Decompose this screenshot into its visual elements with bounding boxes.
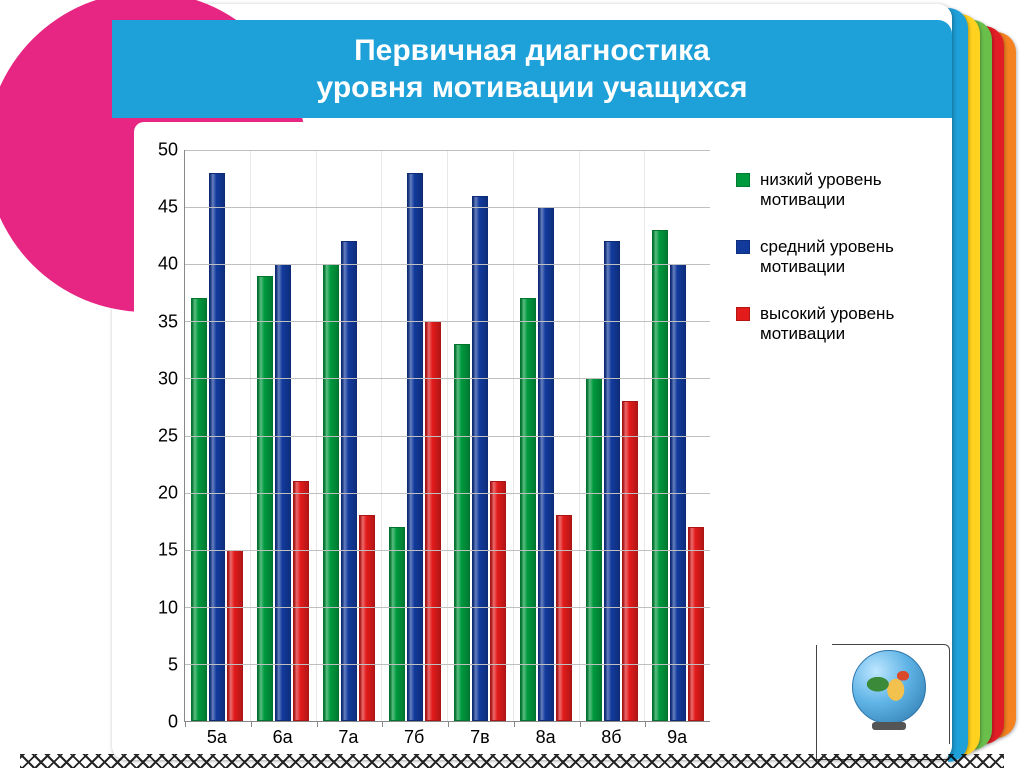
plot [184, 150, 710, 722]
y-tick-label: 45 [158, 197, 178, 218]
legend-item: низкий уровень мотивации [736, 170, 924, 209]
x-tick-label: 6а [250, 727, 316, 748]
legend: низкий уровень мотивации средний уровень … [710, 150, 930, 722]
title-line-1: Первичная диагностика [354, 32, 710, 70]
legend-swatch [736, 307, 750, 321]
gridline [185, 207, 710, 208]
y-tick-label: 25 [158, 426, 178, 447]
x-tick-label: 7а [316, 727, 382, 748]
gridline [185, 321, 710, 322]
legend-item: высокий уровень мотивации [736, 304, 924, 343]
title-line-2: уровня мотивации учащихся [317, 69, 748, 107]
slide-body: 05101520253035404550 5а6а7а7б7в8а8б9а ни… [134, 122, 940, 732]
gridline [185, 378, 710, 379]
bar [688, 527, 704, 721]
bar [209, 173, 225, 721]
bar [520, 298, 536, 721]
y-tick-label: 15 [158, 540, 178, 561]
globe-icon [852, 650, 926, 724]
gridline [185, 550, 710, 551]
gridline [185, 436, 710, 437]
y-tick-label: 5 [168, 654, 178, 675]
bar [425, 321, 441, 721]
globe-badge [832, 644, 950, 744]
bar [472, 196, 488, 721]
y-tick-label: 50 [158, 140, 178, 161]
x-axis-labels: 5а6а7а7б7в8а8б9а [184, 727, 710, 748]
legend-label: средний уровень мотивации [760, 237, 924, 276]
legend-label: низкий уровень мотивации [760, 170, 924, 209]
y-tick-label: 35 [158, 311, 178, 332]
bar [604, 241, 620, 721]
y-tick-label: 10 [158, 597, 178, 618]
x-tick-label: 7б [381, 727, 447, 748]
chart-plot-area: 05101520253035404550 5а6а7а7б7в8а8б9а [144, 150, 710, 722]
gridline [185, 150, 710, 151]
y-axis: 05101520253035404550 [144, 150, 184, 722]
bar [622, 401, 638, 721]
y-tick-label: 0 [168, 712, 178, 733]
bar [293, 481, 309, 721]
bar [490, 481, 506, 721]
slide-title: Первичная диагностика уровня мотивации у… [112, 20, 952, 118]
x-tick-label: 7в [447, 727, 513, 748]
legend-swatch [736, 173, 750, 187]
bar [191, 298, 207, 721]
y-tick-label: 30 [158, 368, 178, 389]
bar [227, 550, 243, 721]
legend-item: средний уровень мотивации [736, 237, 924, 276]
gridline [185, 493, 710, 494]
x-tick-label: 8а [513, 727, 579, 748]
bar [652, 230, 668, 721]
bar [341, 241, 357, 721]
bar [556, 515, 572, 721]
legend-label: высокий уровень мотивации [760, 304, 924, 343]
chart: 05101520253035404550 5а6а7а7б7в8а8б9а ни… [144, 150, 930, 722]
gridline [185, 607, 710, 608]
bar [359, 515, 375, 721]
x-tick-label: 8б [579, 727, 645, 748]
legend-swatch [736, 240, 750, 254]
gridline [185, 264, 710, 265]
bar [389, 527, 405, 721]
gridline [185, 664, 710, 665]
globe-base [872, 722, 906, 730]
y-tick-label: 20 [158, 483, 178, 504]
bar [257, 276, 273, 721]
bar [407, 173, 423, 721]
bar [538, 207, 554, 721]
x-tick-label: 5а [184, 727, 250, 748]
y-tick-label: 40 [158, 254, 178, 275]
x-tick-label: 9а [644, 727, 710, 748]
decorative-border-pattern [20, 754, 1004, 768]
